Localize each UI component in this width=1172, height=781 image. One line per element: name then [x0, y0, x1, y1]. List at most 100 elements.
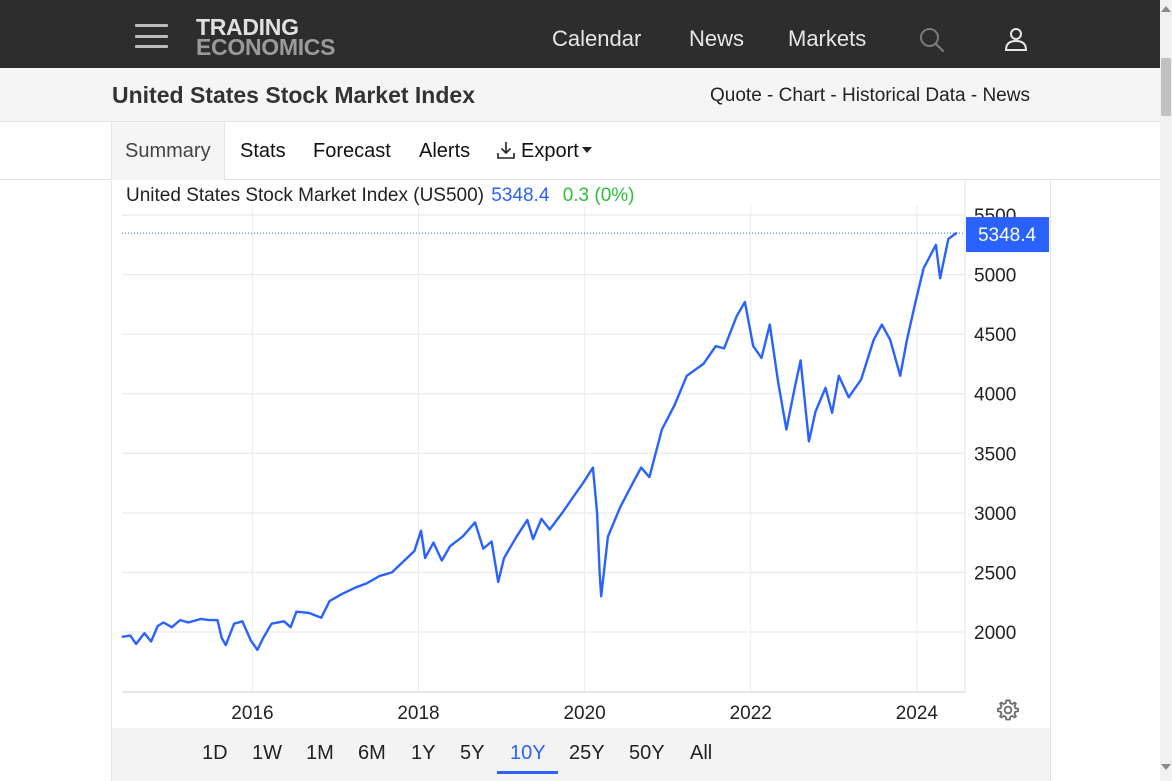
- range-1m[interactable]: 1M: [306, 742, 334, 764]
- logo-line-1: TRADING: [196, 14, 299, 40]
- y-tick-label: 4000: [974, 385, 1016, 406]
- data-point: [143, 632, 145, 634]
- tab-export[interactable]: Export: [496, 122, 592, 180]
- data-point: [899, 375, 901, 377]
- data-point: [860, 378, 862, 380]
- data-point: [686, 375, 688, 377]
- data-point: [540, 518, 543, 520]
- range-all[interactable]: All: [690, 742, 713, 764]
- data-point: [744, 301, 746, 303]
- data-point: [600, 595, 602, 597]
- crumb-separator: -: [830, 85, 837, 106]
- data-point: [648, 476, 651, 478]
- data-point: [808, 440, 810, 442]
- data-point: [723, 347, 725, 349]
- data-point: [482, 548, 484, 550]
- data-point: [824, 387, 827, 389]
- nav-link-calendar[interactable]: Calendar: [552, 26, 642, 51]
- scrollbar-thumb[interactable]: [1161, 58, 1171, 116]
- data-point: [491, 540, 493, 543]
- data-point: [179, 619, 181, 621]
- data-point: [497, 581, 499, 583]
- data-point: [341, 593, 343, 595]
- search-icon[interactable]: [919, 27, 945, 53]
- user-icon[interactable]: [1003, 26, 1029, 52]
- crumb-quote[interactable]: Quote: [710, 85, 762, 106]
- data-point: [785, 428, 788, 431]
- range-50y[interactable]: 50Y: [629, 742, 665, 764]
- last-price-badge: [966, 217, 1049, 253]
- data-point: [814, 411, 817, 413]
- page-scrollbar[interactable]: [1160, 0, 1172, 781]
- data-point: [906, 339, 908, 341]
- data-point: [474, 521, 476, 524]
- data-point: [561, 512, 563, 514]
- quote-change: 0.3 (0%): [562, 185, 635, 206]
- tab-stats[interactable]: Stats: [240, 140, 286, 162]
- data-point: [848, 396, 850, 398]
- data-point: [262, 637, 264, 639]
- data-point: [241, 620, 243, 622]
- data-point: [225, 644, 227, 646]
- tab-alerts[interactable]: Alerts: [419, 140, 471, 162]
- series-line: [121, 231, 958, 652]
- range-5y[interactable]: 5Y: [460, 742, 485, 764]
- data-point: [420, 530, 422, 532]
- range-10y[interactable]: 10Y: [510, 742, 546, 764]
- data-point: [956, 232, 958, 234]
- gear-icon[interactable]: [996, 698, 1020, 722]
- menu-icon[interactable]: [135, 24, 168, 48]
- data-point: [736, 315, 738, 317]
- nav-link-news[interactable]: News: [689, 26, 745, 51]
- data-point: [947, 238, 950, 240]
- data-point: [873, 339, 875, 341]
- scroll-up-arrow-icon[interactable]: [1161, 6, 1171, 12]
- data-point: [715, 345, 717, 347]
- data-point: [461, 536, 464, 538]
- data-point: [308, 612, 310, 614]
- range-selector: [112, 728, 1050, 781]
- crumb-chart[interactable]: Chart: [778, 85, 826, 106]
- data-point: [150, 640, 152, 643]
- crumb-news[interactable]: News: [982, 85, 1030, 106]
- data-point: [777, 381, 779, 383]
- data-point: [503, 557, 505, 559]
- data-point: [283, 620, 285, 622]
- data-point: [935, 244, 937, 246]
- y-tick-label: 3000: [974, 504, 1016, 525]
- tab-summary[interactable]: Summary: [111, 122, 225, 180]
- export-label: Export: [521, 140, 579, 162]
- data-point: [157, 625, 159, 627]
- range-25y[interactable]: 25Y: [569, 742, 605, 764]
- data-point: [221, 637, 223, 639]
- data-point: [295, 611, 297, 613]
- crumb-historical-data[interactable]: Historical Data: [842, 85, 966, 106]
- nav-link-markets[interactable]: Markets: [788, 26, 867, 51]
- range-1w[interactable]: 1W: [252, 742, 282, 764]
- range-6m[interactable]: 6M: [358, 742, 386, 764]
- y-tick-label: 2500: [974, 563, 1016, 584]
- chart-frame: [111, 181, 1051, 781]
- data-point: [320, 617, 322, 619]
- data-point: [592, 467, 594, 469]
- last-price-label: 5348.4: [978, 225, 1037, 246]
- data-point: [752, 345, 754, 347]
- range-1d[interactable]: 1D: [202, 742, 228, 764]
- range-1y[interactable]: 1Y: [411, 742, 436, 764]
- logo-line-2: ECONOMICS: [196, 34, 336, 60]
- tab-forecast[interactable]: Forecast: [313, 140, 391, 162]
- scroll-down-arrow-icon[interactable]: [1161, 764, 1171, 770]
- site-logo[interactable]: TRADING ECONOMICS: [196, 14, 336, 60]
- data-point: [769, 324, 771, 326]
- data-point: [532, 538, 534, 540]
- y-tick-label: 3500: [974, 444, 1016, 465]
- data-point: [515, 536, 518, 538]
- data-point: [432, 542, 435, 544]
- data-point: [449, 545, 451, 547]
- data-point: [582, 482, 584, 484]
- data-point: [187, 621, 189, 624]
- y-tick-label: 4500: [974, 325, 1016, 346]
- y-tick-label: 5000: [974, 266, 1016, 287]
- data-point: [881, 324, 883, 326]
